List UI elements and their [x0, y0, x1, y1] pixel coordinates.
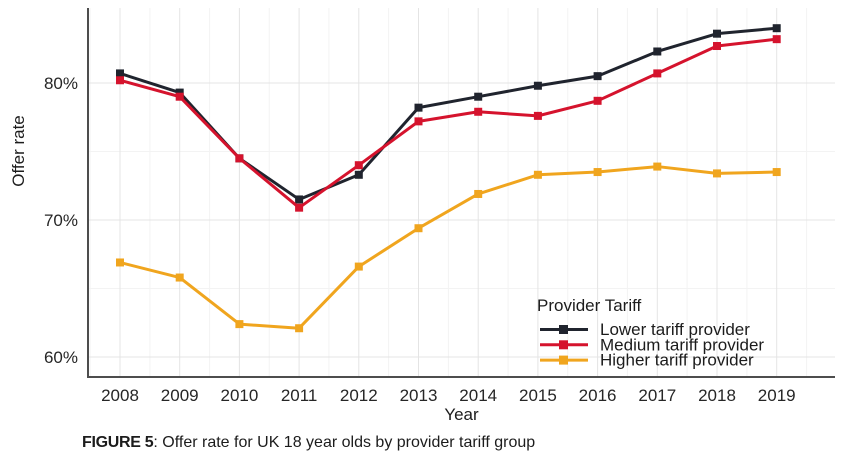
x-tick-label-2009: 2009 — [161, 386, 199, 405]
x-tick-label-2012: 2012 — [340, 386, 378, 405]
legend-swatch-marker-higher-tariff-provider — [559, 355, 568, 365]
x-tick-label-2014: 2014 — [459, 386, 497, 405]
data-point-higher-tariff-provider-2017 — [653, 162, 662, 171]
data-point-higher-tariff-provider-2016 — [593, 168, 602, 177]
data-point-lower-tariff-provider-2016 — [593, 72, 602, 81]
data-point-higher-tariff-provider-2014 — [474, 189, 483, 198]
data-point-lower-tariff-provider-2013 — [414, 103, 423, 112]
data-point-medium-tariff-provider-2008 — [116, 76, 124, 85]
series-line-higher-tariff-provider — [119, 165, 777, 330]
data-point-medium-tariff-provider-2011 — [295, 203, 304, 212]
data-point-lower-tariff-provider-2019 — [772, 24, 781, 33]
y-tick-label-70: 70% — [44, 211, 78, 230]
figure-caption-label: FIGURE 5 — [82, 434, 154, 451]
x-axis-title: Year — [444, 405, 479, 424]
figure-caption: FIGURE 5: Offer rate for UK 18 year olds… — [82, 434, 535, 452]
data-point-lower-tariff-provider-2012 — [354, 170, 363, 179]
figure-caption-text: : Offer rate for UK 18 year olds by prov… — [153, 434, 536, 451]
data-point-medium-tariff-provider-2018 — [713, 42, 721, 51]
data-point-higher-tariff-provider-2015 — [533, 170, 542, 179]
data-point-medium-tariff-provider-2019 — [772, 35, 781, 44]
data-point-medium-tariff-provider-2017 — [653, 69, 662, 78]
data-point-medium-tariff-provider-2012 — [354, 161, 363, 170]
data-point-higher-tariff-provider-2011 — [295, 324, 304, 333]
x-tick-label-2015: 2015 — [519, 386, 557, 405]
x-tick-label-2016: 2016 — [579, 386, 617, 405]
y-axis-title: Offer rate — [9, 115, 28, 187]
data-point-medium-tariff-provider-2013 — [414, 117, 423, 126]
data-point-lower-tariff-provider-2017 — [653, 47, 662, 56]
data-point-medium-tariff-provider-2014 — [474, 107, 483, 116]
data-point-higher-tariff-provider-2013 — [414, 224, 423, 233]
legend-swatch-marker-medium-tariff-provider — [559, 340, 568, 350]
data-point-lower-tariff-provider-2014 — [474, 92, 483, 101]
offer-rate-line-chart: 80% 70% 60% 2008 2009 2010 2011 2012 2013 2014 201… — [9, 8, 835, 424]
data-point-higher-tariff-provider-2009 — [175, 273, 184, 282]
data-point-lower-tariff-provider-2011 — [295, 195, 304, 204]
legend-title: Provider Tariff — [537, 296, 642, 315]
x-tick-label-2019: 2019 — [758, 386, 796, 405]
data-point-lower-tariff-provider-2018 — [713, 29, 721, 38]
data-point-medium-tariff-provider-2009 — [175, 92, 184, 101]
x-tick-label-2010: 2010 — [220, 386, 258, 405]
data-point-lower-tariff-provider-2009 — [175, 88, 184, 97]
x-tick-label-2013: 2013 — [400, 386, 438, 405]
data-point-higher-tariff-provider-2018 — [713, 169, 721, 178]
data-point-lower-tariff-provider-2015 — [533, 81, 542, 90]
series-line-medium-tariff-provider — [119, 37, 777, 210]
data-point-higher-tariff-provider-2010 — [235, 320, 244, 329]
data-point-medium-tariff-provider-2010 — [235, 154, 244, 163]
data-point-higher-tariff-provider-2019 — [772, 168, 781, 177]
data-point-lower-tariff-provider-2008 — [116, 69, 124, 78]
x-tick-label-2011: 2011 — [281, 386, 318, 405]
x-tick-label-2018: 2018 — [698, 386, 736, 405]
data-point-higher-tariff-provider-2008 — [116, 258, 124, 267]
data-point-higher-tariff-provider-2012 — [354, 262, 363, 271]
x-tick-label-2008: 2008 — [101, 386, 139, 405]
legend-label-medium-tariff-provider: Medium tariff provider — [600, 335, 764, 354]
legend-label-lower-tariff-provider: Lower tariff provider — [600, 320, 750, 339]
legend-swatch-marker-lower-tariff-provider — [559, 325, 568, 334]
y-tick-label-80: 80% — [44, 74, 78, 93]
legend-label-higher-tariff-provider: Higher tariff provider — [600, 351, 754, 370]
y-tick-label-60: 60% — [44, 348, 78, 367]
data-point-medium-tariff-provider-2015 — [533, 111, 542, 120]
data-point-medium-tariff-provider-2016 — [593, 96, 602, 105]
x-tick-label-2017: 2017 — [638, 386, 676, 405]
